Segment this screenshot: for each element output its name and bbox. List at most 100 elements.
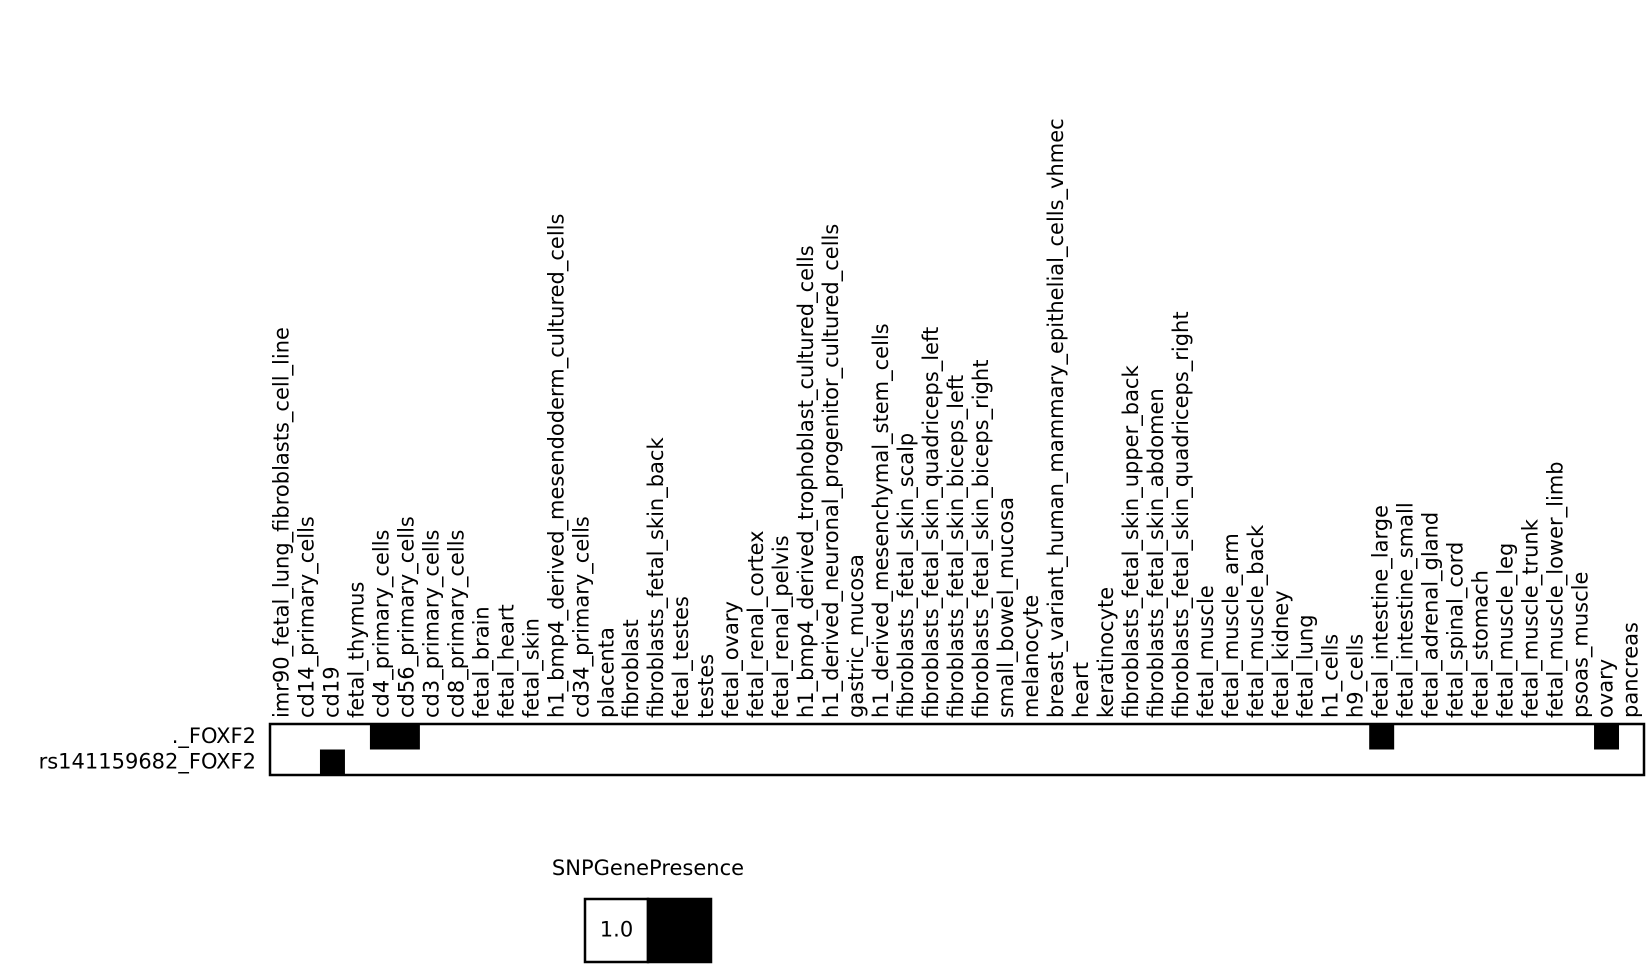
x-tick-label: fibroblasts_fetal_skin_quadriceps_left	[919, 327, 944, 718]
x-tick-label: cd14_primary_cells	[294, 516, 319, 718]
x-tick-label: h1_derived_neuronal_progenitor_cultured_…	[819, 224, 844, 718]
cell	[619, 749, 646, 775]
cell	[544, 724, 571, 750]
x-tick-label: fetal_renal_pelvis	[769, 535, 794, 718]
cell	[419, 724, 446, 750]
x-tick-label: melanocyte	[1019, 595, 1043, 718]
cell	[270, 749, 296, 775]
x-tick-label: fetal_lung	[1294, 614, 1319, 718]
x-tick-label: fetal_muscle_lower_limb	[1544, 461, 1569, 718]
cell	[1019, 749, 1045, 775]
cell	[1569, 724, 1595, 750]
cell	[569, 749, 596, 775]
cell	[794, 724, 820, 750]
cell	[1469, 724, 1495, 750]
cell	[994, 749, 1020, 775]
cell	[1344, 749, 1370, 775]
x-tick-label: testes	[694, 654, 718, 718]
cell	[444, 749, 471, 775]
cell	[469, 724, 496, 750]
cell	[1594, 724, 1620, 750]
cell	[969, 749, 995, 775]
cell	[1094, 724, 1120, 750]
cell	[1619, 724, 1645, 750]
cell	[1094, 749, 1120, 775]
x-tick-label: fibroblasts_fetal_skin_scalp	[894, 433, 919, 718]
cell	[944, 724, 970, 750]
cell	[844, 749, 870, 775]
cell	[894, 724, 920, 750]
cell	[494, 724, 521, 750]
cell	[319, 749, 346, 775]
cell	[544, 749, 571, 775]
x-tick-label: h1_bmp4_derived_trophoblast_cultured_cel…	[794, 245, 819, 718]
cell	[769, 749, 795, 775]
cell	[1069, 724, 1095, 750]
cell	[1319, 724, 1345, 750]
cell	[869, 724, 895, 750]
cell	[994, 724, 1020, 750]
cell	[819, 724, 845, 750]
x-tick-label: fibroblasts_fetal_skin_quadriceps_right	[1169, 311, 1194, 718]
cell	[344, 749, 371, 775]
cell	[519, 749, 546, 775]
x-tick-label: fibroblasts_fetal_skin_biceps_left	[944, 375, 969, 718]
x-tick-label: fetal_intestine_small	[1394, 502, 1419, 718]
x-tick-label: fetal_ovary	[719, 601, 744, 718]
cell	[369, 749, 396, 775]
cell	[1044, 724, 1070, 750]
cell	[519, 724, 546, 750]
cell	[270, 724, 296, 750]
x-tick-label: small_bowel_mucosa	[994, 497, 1019, 718]
cell	[1369, 724, 1395, 750]
cell	[1269, 749, 1295, 775]
cell	[869, 749, 895, 775]
cell	[669, 724, 695, 750]
legend-title: SNPGenePresence	[552, 856, 744, 880]
cell	[1369, 749, 1395, 775]
x-tick-label: fetal_kidney	[1269, 590, 1294, 718]
x-tick-label: h9_cells	[1344, 634, 1369, 718]
cell	[1219, 749, 1245, 775]
cell	[919, 724, 945, 750]
x-tick-label: fibroblasts_fetal_skin_back	[644, 437, 669, 718]
x-tick-label: cd34_primary_cells	[569, 516, 594, 718]
cell	[494, 749, 521, 775]
cell	[1194, 749, 1220, 775]
cell	[769, 724, 795, 750]
cell	[1544, 724, 1570, 750]
x-tick-label: breast_variant_human_mammary_epithelial_…	[1044, 118, 1069, 718]
x-tick-label: fibroblast	[619, 619, 643, 718]
legend-label: 2.0	[663, 918, 696, 942]
cell	[294, 724, 321, 750]
x-tick-label: fetal_muscle_trunk	[1519, 518, 1544, 718]
x-tick-label: keratinocyte	[1094, 587, 1118, 718]
x-tick-label: fetal_muscle	[1194, 585, 1219, 718]
cell	[1194, 724, 1220, 750]
x-tick-label: fetal_adrenal_gland	[1419, 512, 1444, 718]
cell	[719, 724, 745, 750]
cell	[694, 724, 720, 750]
cell	[1144, 749, 1170, 775]
legend-swatch	[583, 897, 650, 964]
plot-border	[268, 722, 1646, 777]
x-tick-label: cd56_primary_cells	[394, 516, 419, 718]
cell	[644, 749, 671, 775]
x-tick-label: imr90_fetal_lung_fibroblasts_cell_line	[269, 327, 294, 718]
cell	[1519, 724, 1545, 750]
x-tick-label: fetal_muscle_leg	[1494, 543, 1519, 718]
x-tick-label: cd8_primary_cells	[444, 530, 469, 719]
x-tick-label: cd4_primary_cells	[369, 530, 394, 719]
x-tick-label: h1_cells	[1319, 634, 1344, 718]
cell	[444, 724, 471, 750]
cell	[744, 749, 770, 775]
cell	[694, 749, 720, 775]
x-tick-label: ovary	[1594, 659, 1618, 718]
cell	[1119, 724, 1145, 750]
cell	[1444, 749, 1470, 775]
x-tick-label: psoas_muscle	[1569, 572, 1594, 718]
cell	[294, 749, 321, 775]
cell	[344, 724, 371, 750]
